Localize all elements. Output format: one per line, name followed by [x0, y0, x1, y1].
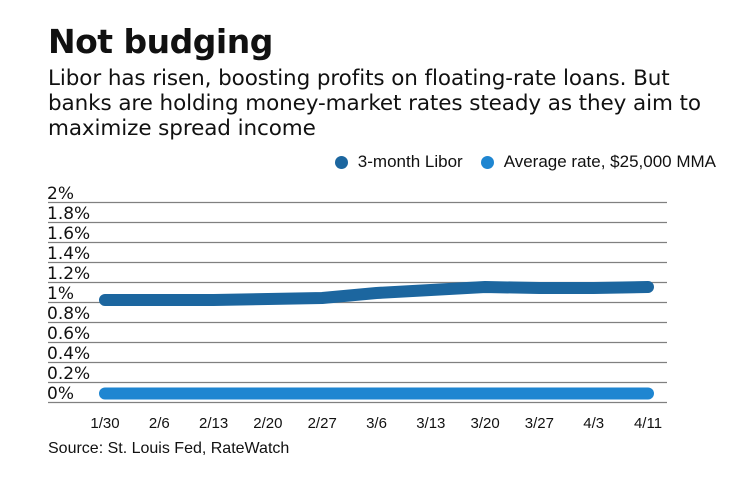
chart-subtitle: Libor has risen, boosting profits on flo… — [48, 66, 701, 141]
x-tick-label: 3/27 — [525, 415, 554, 432]
y-tick-label: 0.8% — [47, 304, 90, 324]
legend-dot-icon — [480, 155, 494, 169]
x-tick-label: 4/11 — [634, 415, 662, 432]
x-tick-label: 2/20 — [253, 415, 282, 432]
x-tick-label: 2/13 — [199, 415, 228, 432]
y-axis-ticks: 0%0.2%0.4%0.6%0.8%1%1.2%1.4%1.6%1.8%2% — [47, 184, 90, 404]
legend: 3-month Libor Average rate, $25,000 MMA — [317, 152, 716, 172]
x-tick-label: 3/13 — [416, 415, 445, 432]
legend-label: Average rate, $25,000 MMA — [503, 152, 716, 171]
gridlines — [48, 201, 667, 404]
x-tick-label: 3/6 — [366, 415, 387, 432]
series-lines — [99, 281, 654, 400]
y-tick-label: 1.4% — [47, 244, 90, 264]
x-tick-label: 2/6 — [149, 415, 170, 432]
x-axis-ticks: 1/30 2/6 2/13 2/20 2/27 3/6 3/13 3/20 3/27 4/3 4/1… — [90, 415, 662, 432]
y-tick-label: 1% — [47, 284, 74, 304]
x-tick-label: 4/3 — [583, 415, 604, 432]
y-tick-label: 0.4% — [47, 344, 90, 364]
y-tick-label: 1.2% — [47, 264, 90, 284]
x-tick-label: 2/27 — [308, 415, 337, 432]
chart-title: Not budging — [48, 22, 273, 61]
y-tick-label: 1.6% — [47, 224, 90, 244]
y-tick-label: 0% — [47, 384, 74, 404]
y-tick-label: 2% — [47, 184, 74, 204]
legend-label: 3-month Libor — [357, 152, 463, 171]
y-tick-label: 0.6% — [47, 324, 90, 344]
y-tick-label: 0.2% — [47, 364, 90, 384]
series-line-libor — [99, 281, 654, 306]
legend-dot-icon — [334, 155, 348, 169]
x-tick-label: 1/30 — [90, 415, 119, 432]
x-tick-label: 3/20 — [470, 415, 499, 432]
legend-item-mma: Average rate, $25,000 MMA — [480, 152, 716, 172]
y-tick-label: 1.8% — [47, 204, 90, 224]
legend-item-libor: 3-month Libor — [334, 152, 463, 172]
source-note: Source: St. Louis Fed, RateWatch — [48, 440, 290, 457]
